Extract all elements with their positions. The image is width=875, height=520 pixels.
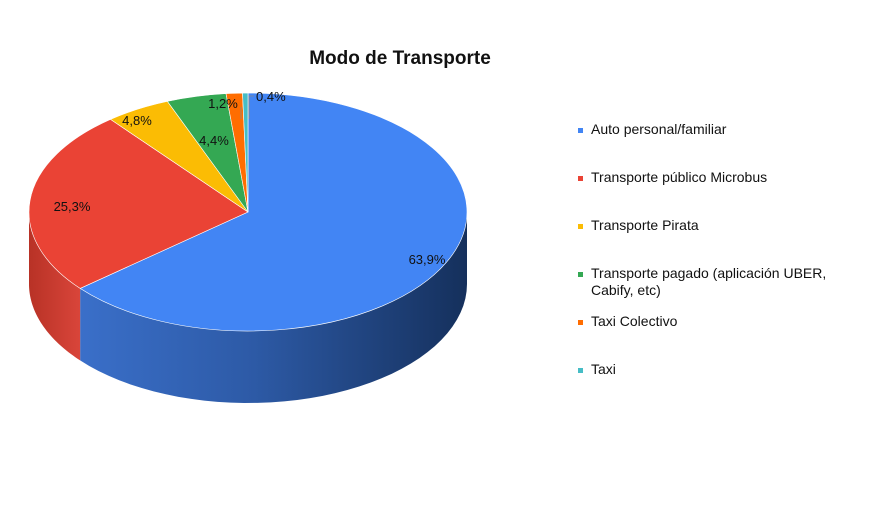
- legend-swatch: [578, 176, 583, 181]
- legend-label: Transporte Pirata: [591, 217, 699, 233]
- data-label-transporte-publico-microbus: 25,3%: [54, 199, 91, 214]
- legend-label: Taxi: [591, 361, 616, 377]
- legend-item-transporte-publico-microbus: Transporte público Microbus: [578, 169, 767, 186]
- legend-swatch: [578, 128, 583, 133]
- pie-slice-auto-personal-familiar: [79, 92, 468, 332]
- pie-side-auto-personal-familiar: [80, 212, 467, 403]
- legend-swatch: [578, 320, 583, 325]
- legend-item-auto-personal-familiar: Auto personal/familiar: [578, 121, 726, 138]
- legend-item-taxi: Taxi: [578, 361, 616, 378]
- legend-swatch: [578, 272, 583, 277]
- data-label-taxi: 0,4%: [256, 89, 286, 104]
- legend-swatch: [578, 224, 583, 229]
- legend-item-taxi-colectivo: Taxi Colectivo: [578, 313, 677, 330]
- leader-line: [248, 95, 254, 119]
- legend-label: Transporte pagado (aplicación UBER, Cabi…: [591, 265, 827, 298]
- legend-label: Transporte público Microbus: [591, 169, 768, 185]
- legend-label: Auto personal/familiar: [591, 121, 727, 137]
- data-label-auto-personal-familiar: 63,9%: [409, 252, 446, 267]
- chart-title: Modo de Transporte: [309, 48, 491, 69]
- data-label-taxi-colectivo: 1,2%: [208, 96, 238, 111]
- pie-side-transporte-publico-microbus: [29, 212, 81, 361]
- data-label-transporte-pagado-aplicacion-uber-cabify-etc: 4,4%: [199, 133, 229, 148]
- legend-swatch: [578, 368, 583, 373]
- legend-label: Taxi Colectivo: [591, 313, 678, 329]
- pie-slice-taxi: [242, 92, 249, 213]
- pie-slice-transporte-publico-microbus: [28, 119, 249, 289]
- legend-item-transporte-pirata: Transporte Pirata: [578, 217, 699, 234]
- legend-item-transporte-pagado-aplicacion-uber-cabify-etc: Transporte pagado (aplicación UBER, Cabi…: [578, 265, 868, 299]
- data-label-transporte-pirata: 4,8%: [122, 113, 152, 128]
